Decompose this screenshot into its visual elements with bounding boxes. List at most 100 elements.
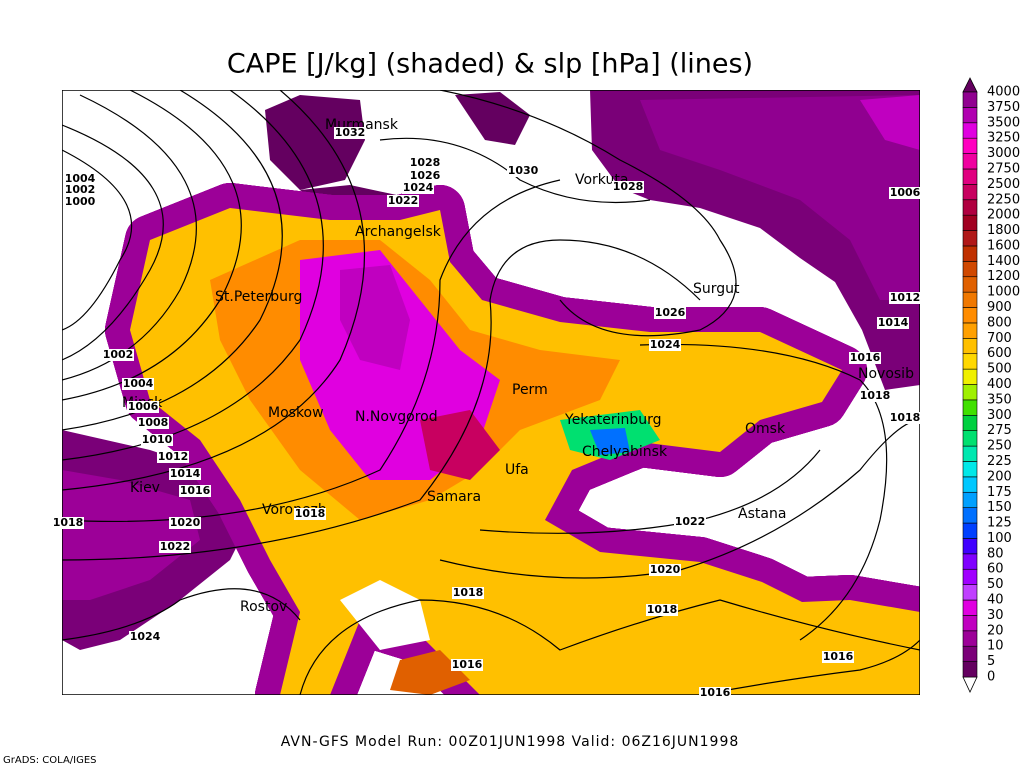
isobar-label-box (52, 517, 84, 529)
isobar-label: 1032 (335, 126, 366, 139)
colorbar-label: 60 (987, 562, 1004, 577)
colorbar-label: 2750 (987, 161, 1020, 176)
city-label: Surgut (693, 281, 740, 297)
isobar-label: 1018 (890, 411, 921, 424)
city-label: Perm (512, 382, 548, 398)
colorbar-swatch (962, 461, 978, 478)
colorbar-swatch (962, 399, 978, 416)
colorbar-label: 2000 (987, 208, 1020, 223)
colorbar-swatch (962, 184, 978, 201)
isobar-label-box (387, 195, 419, 207)
city-label: St.Peterburg (215, 289, 302, 305)
isobar-label: 1000 (65, 195, 96, 208)
colorbar-label: 225 (987, 454, 1012, 469)
isobar-label-box (889, 292, 921, 304)
colorbar-swatch (962, 276, 978, 293)
colorbar-swatch (962, 615, 978, 632)
colorbar-label: 5 (987, 654, 995, 669)
isobar-label: 1022 (160, 540, 191, 553)
isobar-label: 1030 (508, 164, 539, 177)
isobar-label: 1022 (675, 515, 706, 528)
colorbar-swatch (962, 137, 978, 154)
isobar-label-box (877, 317, 909, 329)
colorbar-label: 1800 (987, 223, 1020, 238)
isobar-label-box (129, 631, 161, 643)
isobar-label: 1020 (650, 563, 681, 576)
city-label: Omsk (745, 421, 786, 437)
isobar-label-box (409, 170, 441, 182)
colorbar-swatch (962, 476, 978, 493)
city-label: N.Novgorod (355, 409, 438, 425)
isobar-label-box (654, 307, 686, 319)
colorbar-min-arrow (962, 676, 978, 693)
isobar-label-box (889, 187, 921, 199)
colorbar-label: 100 (987, 531, 1012, 546)
colorbar-label: 200 (987, 469, 1012, 484)
isobar-label-box (452, 587, 484, 599)
isobar-label-box (294, 508, 326, 520)
city-label: Samara (427, 489, 481, 505)
colorbar-swatch (962, 230, 978, 247)
isobar-label-box (64, 173, 96, 185)
colorbar-swatch (962, 199, 978, 216)
city-label: Chelyabinsk (582, 444, 668, 460)
isobar-label-box (157, 451, 189, 463)
credit: GrADS: COLA/IGES (3, 755, 97, 766)
colorbar-swatch (962, 338, 978, 355)
isobar-label: 1006 (890, 186, 921, 199)
isobar-label-box (141, 434, 173, 446)
colorbar-label: 900 (987, 300, 1012, 315)
isobar-label: 1012 (890, 291, 921, 304)
colorbar-swatch (962, 445, 978, 462)
isobar-label: 1010 (142, 433, 173, 446)
isobar-label: 1014 (170, 467, 201, 480)
isobar-label-box (849, 352, 881, 364)
isobar-label: 1012 (158, 450, 189, 463)
colorbar-swatch (962, 107, 978, 124)
isobar-label: 1008 (138, 416, 169, 429)
isobar-label-box (889, 412, 921, 424)
isobar-label: 1020 (170, 516, 201, 529)
isobar-label-box (127, 401, 159, 413)
isobar-label: 1006 (128, 400, 159, 413)
colorbar-label: 4000 (987, 85, 1020, 100)
isobar-label-box (122, 378, 154, 390)
colorbar-label: 2500 (987, 177, 1020, 192)
isobar-label: 1016 (823, 650, 854, 663)
colorbar-label: 30 (987, 608, 1004, 623)
colorbar-swatch (962, 584, 978, 601)
colorbar-label: 250 (987, 439, 1012, 454)
colorbar-label: 3500 (987, 115, 1020, 130)
isobar-label-box (159, 541, 191, 553)
colorbar-swatch (962, 122, 978, 139)
colorbar-label: 20 (987, 623, 1004, 638)
colorbar-swatch (962, 353, 978, 370)
colorbar-swatch (962, 307, 978, 324)
colorbar-label: 275 (987, 423, 1012, 438)
city-label: Novosib (858, 366, 914, 382)
footer: AVN-GFS Model Run: 00Z01JUN1998 Valid: 0… (281, 734, 740, 750)
colorbar-label: 700 (987, 331, 1012, 346)
isobar-label-box (169, 468, 201, 480)
shading (62, 90, 920, 695)
colorbar-label: 1000 (987, 285, 1020, 300)
isobar-label: 1024 (650, 338, 681, 351)
city-label: Astana (738, 506, 786, 522)
colorbar-label: 125 (987, 516, 1012, 531)
colorbar-swatch (962, 599, 978, 616)
colorbar-label: 500 (987, 362, 1012, 377)
isobar-label: 1016 (850, 351, 881, 364)
colorbar-swatch (962, 245, 978, 262)
isobar-label-box (674, 516, 706, 528)
isobar-label: 1004 (65, 172, 96, 185)
isobar-label: 1016 (180, 484, 211, 497)
isobar-label-box (409, 157, 441, 169)
colorbar-swatch (962, 261, 978, 278)
isobar-label-box (612, 181, 644, 193)
isobar-label: 1026 (655, 306, 686, 319)
colorbar-swatch (962, 91, 978, 108)
isobar-label-box (822, 651, 854, 663)
isobar-label-box (402, 182, 434, 194)
colorbar-label: 0 (987, 670, 995, 685)
